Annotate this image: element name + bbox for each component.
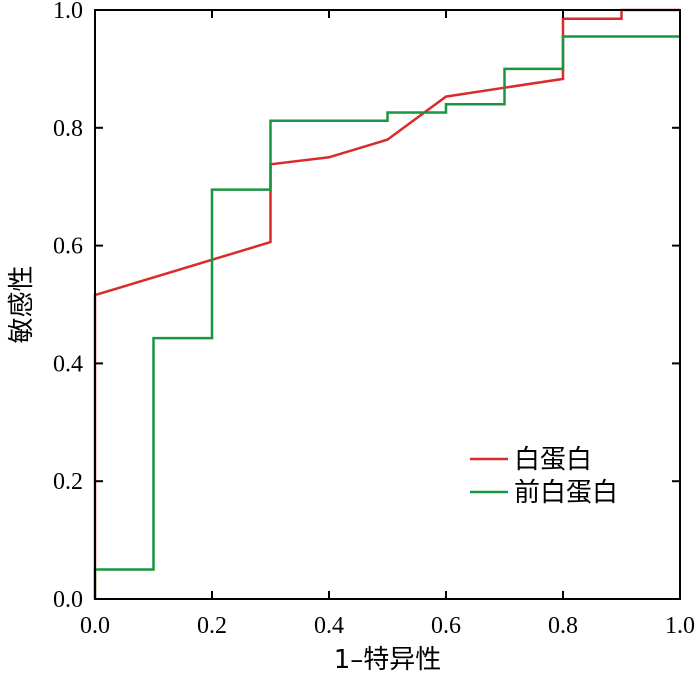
x-tick-label-5: 1.0 — [665, 613, 695, 639]
y-tick-label-0: 0.0 — [53, 587, 83, 613]
series-line-0 — [93, 8, 680, 599]
x-tick-label-1: 0.2 — [197, 613, 227, 639]
plot-frame — [94, 9, 681, 600]
legend-label-prealbumin: 前白蛋白 — [514, 478, 618, 508]
x-tick-label-0: 0.0 — [80, 613, 110, 639]
legend-label-albumin: 白蛋白 — [514, 445, 592, 475]
y-tick-label-1: 0.2 — [53, 469, 83, 495]
series-line-1 — [93, 35, 680, 599]
x-tick-label-3: 0.6 — [431, 613, 461, 639]
y-axis-title: 敏感性 — [7, 265, 37, 343]
legend: 白蛋白 前白蛋白 — [470, 445, 618, 508]
y-tick-label-4: 0.8 — [53, 116, 83, 142]
x-tick-label-2: 0.4 — [314, 613, 344, 639]
y-tick-label-2: 0.4 — [53, 351, 83, 377]
y-tick-label-5: 1.0 — [53, 0, 83, 24]
series-layer — [93, 8, 680, 599]
y-tick-label-3: 0.6 — [53, 234, 83, 260]
x-tick-label-4: 0.8 — [548, 613, 578, 639]
x-axis-title: 1–特异性 — [334, 645, 442, 675]
ticks-layer: 0.0 0.2 0.4 0.6 0.8 1.0 0.0 0.2 0.4 0.6 0.8 1.0 — [53, 0, 695, 639]
